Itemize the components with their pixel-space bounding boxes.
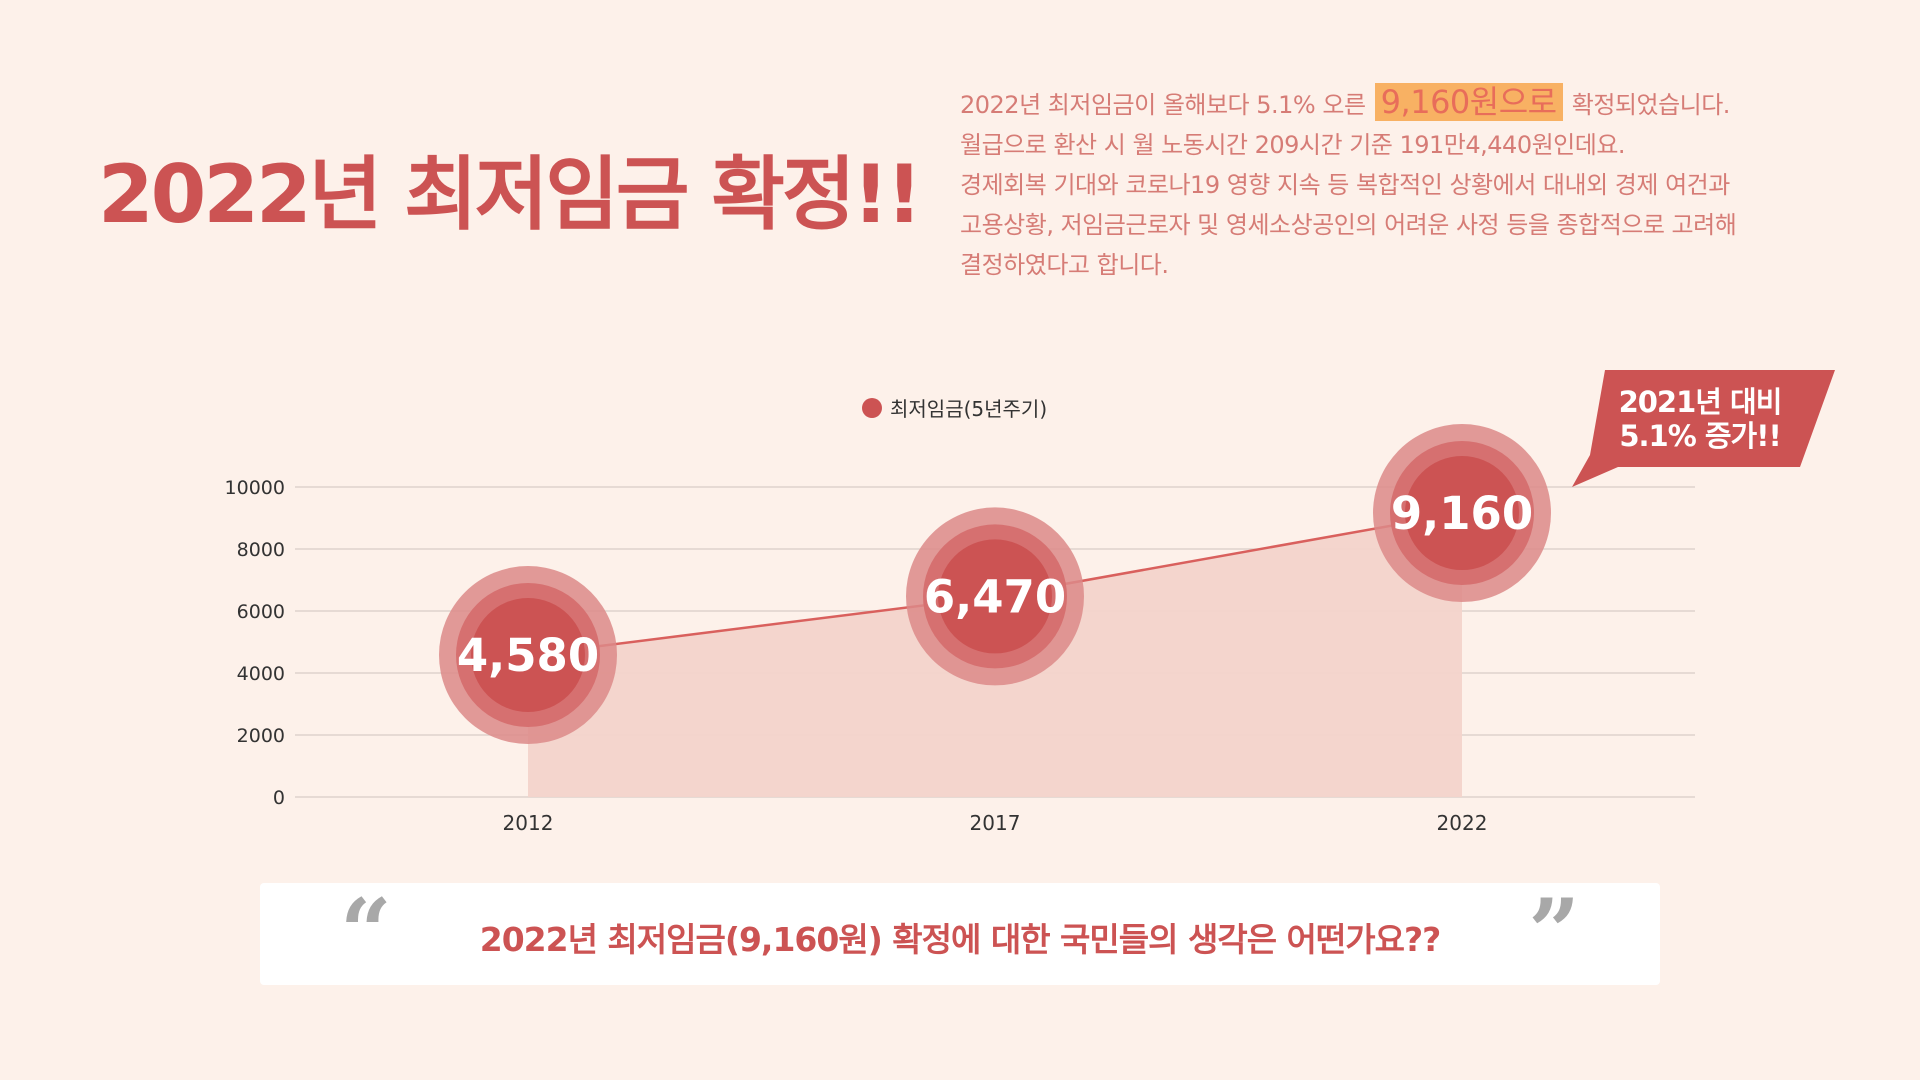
description-line-5: 결정하였다고 합니다. bbox=[960, 251, 1169, 279]
description-line-4: 고용상황, 저임금근로자 및 영세소상공인의 어려운 사정 등을 종합적으로 고… bbox=[960, 211, 1737, 239]
description-line-1-start: 2022년 최저임금이 올해보다 5.1% 오른 bbox=[960, 91, 1366, 119]
highlighted-wage: 9,160원으로 bbox=[1374, 83, 1563, 121]
description: 2022년 최저임금이 올해보다 5.1% 오른 9,160원으로 확정되었습니… bbox=[960, 82, 1860, 285]
data-label: 9,160 bbox=[1391, 487, 1533, 540]
open-quote-icon: “ bbox=[340, 879, 392, 985]
data-label: 6,470 bbox=[924, 570, 1066, 623]
y-tick-label: 2000 bbox=[237, 725, 285, 747]
data-label: 4,580 bbox=[457, 629, 599, 682]
description-line-1-end: 확정되었습니다. bbox=[1571, 91, 1731, 119]
callout-line-1: 2021년 대비 bbox=[1619, 385, 1782, 419]
close-quote-icon: ” bbox=[1528, 879, 1580, 985]
x-tick-label: 2017 bbox=[970, 811, 1021, 835]
question-text: 2022년 최저임금(9,160원) 확정에 대한 국민들의 생각은 어떤가요?… bbox=[479, 920, 1442, 959]
x-tick-label: 2012 bbox=[503, 811, 554, 835]
y-tick-label: 10000 bbox=[225, 477, 285, 499]
x-tick-label: 2022 bbox=[1437, 811, 1488, 835]
data-point bbox=[938, 539, 1052, 654]
data-point bbox=[471, 598, 585, 713]
y-tick-label: 6000 bbox=[237, 601, 285, 623]
callout-line-2: 5.1% 증가!! bbox=[1619, 419, 1780, 453]
y-tick-label: 0 bbox=[273, 787, 285, 809]
minimum-wage-chart: 0 2000 4000 6000 8000 10000 2012 2017 2022 4,580 6… bbox=[225, 370, 1835, 835]
legend-marker bbox=[862, 398, 882, 418]
description-line-3: 경제회복 기대와 코로나19 영향 지속 등 복합적인 상황에서 대내외 경제 … bbox=[960, 171, 1730, 199]
page-title: 2022년 최저임금 확정!! bbox=[98, 148, 923, 241]
data-point bbox=[1405, 456, 1519, 571]
y-tick-label: 4000 bbox=[237, 663, 285, 685]
y-tick-label: 8000 bbox=[237, 539, 285, 561]
legend-label: 최저임금(5년주기) bbox=[890, 397, 1047, 421]
description-line-2: 월급으로 환산 시 월 노동시간 209시간 기준 191만4,440원인데요. bbox=[960, 131, 1626, 159]
callout-banner bbox=[1572, 370, 1835, 487]
question-banner: “ 2022년 최저임금(9,160원) 확정에 대한 국민들의 생각은 어떤가… bbox=[260, 883, 1660, 985]
description-line-1: 2022년 최저임금이 올해보다 5.1% 오른 9,160원으로 확정되었습니… bbox=[960, 82, 1860, 125]
